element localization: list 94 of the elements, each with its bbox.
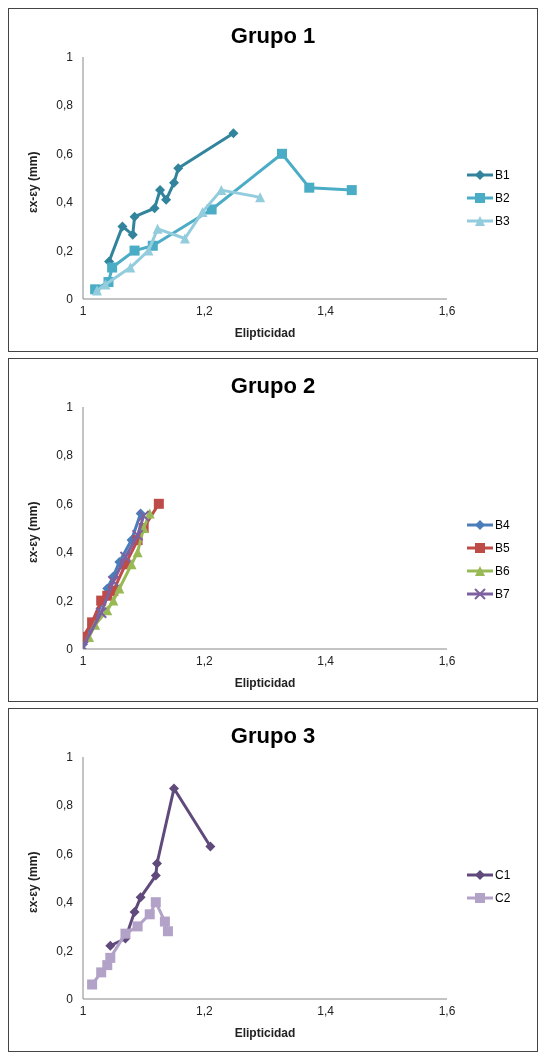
- point: [107, 575, 120, 588]
- point: [346, 185, 357, 196]
- x-tick-label: 1,2: [195, 654, 213, 668]
- point: [276, 148, 287, 159]
- y-tick-label: 0,8: [56, 798, 74, 813]
- point: [87, 979, 98, 990]
- point: [107, 262, 118, 273]
- legend-label: B1: [495, 168, 510, 182]
- point: [137, 509, 150, 522]
- y-tick-label: 1: [66, 50, 74, 64]
- point: [206, 204, 217, 215]
- legend-label: B5: [495, 541, 510, 555]
- point: [255, 192, 266, 203]
- y-axis-title: εx-εy (mm): [26, 501, 41, 563]
- point: [129, 245, 140, 256]
- legend-label: B3: [495, 214, 510, 228]
- y-tick-label: 0,6: [56, 146, 74, 161]
- point: [152, 223, 163, 234]
- y-axis-title: εx-εy (mm): [26, 151, 41, 213]
- x-tick-label: 1,2: [195, 1004, 213, 1018]
- point: [108, 595, 119, 606]
- y-tick-label: 0,4: [56, 195, 74, 210]
- x-tick-label: 1: [79, 1004, 87, 1018]
- y-tick-label: 1: [66, 400, 74, 414]
- y-tick-label: 0: [66, 642, 74, 656]
- point: [173, 163, 184, 174]
- chart-title: Grupo 2: [229, 372, 317, 399]
- point: [144, 909, 155, 920]
- point: [197, 206, 208, 217]
- y-tick-label: 0,6: [56, 496, 74, 511]
- legend-label: C1: [495, 868, 511, 882]
- point: [120, 928, 131, 939]
- y-tick-label: 0,4: [56, 545, 74, 560]
- point: [129, 211, 140, 222]
- point: [150, 897, 161, 908]
- x-tick-label: 1,2: [195, 304, 213, 318]
- y-tick-label: 0,2: [56, 593, 74, 608]
- x-axis-title: Elipticidad: [234, 1026, 296, 1040]
- x-tick-label: 1: [79, 654, 87, 668]
- point: [95, 606, 108, 619]
- point: [105, 940, 116, 951]
- point: [132, 547, 143, 558]
- legend-label: B2: [495, 191, 510, 205]
- point: [153, 498, 164, 509]
- point: [132, 921, 143, 932]
- point: [119, 551, 132, 564]
- point: [216, 185, 227, 196]
- point: [135, 892, 146, 903]
- point: [129, 906, 140, 917]
- chart-title: Grupo 3: [229, 722, 317, 749]
- legend-label: B6: [495, 564, 510, 578]
- y-tick-label: 0: [66, 292, 74, 306]
- x-tick-label: 1: [79, 304, 87, 318]
- x-tick-label: 1,6: [438, 304, 456, 318]
- legend-label: B4: [495, 518, 510, 532]
- x-tick-label: 1,4: [317, 304, 335, 318]
- y-tick-label: 0: [66, 992, 74, 1006]
- point: [152, 858, 163, 869]
- legend-label: B7: [495, 587, 510, 601]
- y-tick-label: 1: [66, 750, 74, 764]
- point: [205, 841, 216, 852]
- point: [155, 185, 166, 196]
- y-tick-label: 0,4: [56, 895, 74, 910]
- x-tick-label: 1,4: [317, 654, 335, 668]
- y-tick-label: 0,6: [56, 846, 74, 861]
- point: [169, 177, 179, 188]
- y-tick-label: 0,2: [56, 943, 74, 958]
- x-tick-label: 1,6: [438, 654, 456, 668]
- x-axis-title: Elipticidad: [234, 676, 296, 690]
- point: [117, 221, 128, 232]
- point: [169, 783, 179, 794]
- chart-title: Grupo 1: [229, 22, 317, 49]
- point: [126, 559, 137, 570]
- x-tick-label: 1,4: [317, 1004, 335, 1018]
- point: [179, 233, 190, 244]
- point: [125, 262, 136, 273]
- point: [304, 182, 315, 193]
- x-axis-title: Elipticidad: [234, 326, 296, 340]
- y-axis-title: εx-εy (mm): [26, 851, 41, 913]
- point: [150, 870, 161, 881]
- point: [162, 926, 173, 937]
- y-tick-label: 0,8: [56, 448, 74, 463]
- legend-label: C2: [495, 891, 511, 905]
- y-tick-label: 0,2: [56, 243, 74, 258]
- point: [149, 203, 160, 214]
- point: [131, 529, 144, 542]
- point: [228, 128, 239, 139]
- point: [159, 916, 170, 927]
- point: [114, 583, 125, 594]
- point: [105, 952, 116, 963]
- point: [127, 229, 138, 240]
- point: [161, 194, 172, 205]
- y-tick-label: 0,8: [56, 98, 74, 113]
- x-tick-label: 1,6: [438, 1004, 456, 1018]
